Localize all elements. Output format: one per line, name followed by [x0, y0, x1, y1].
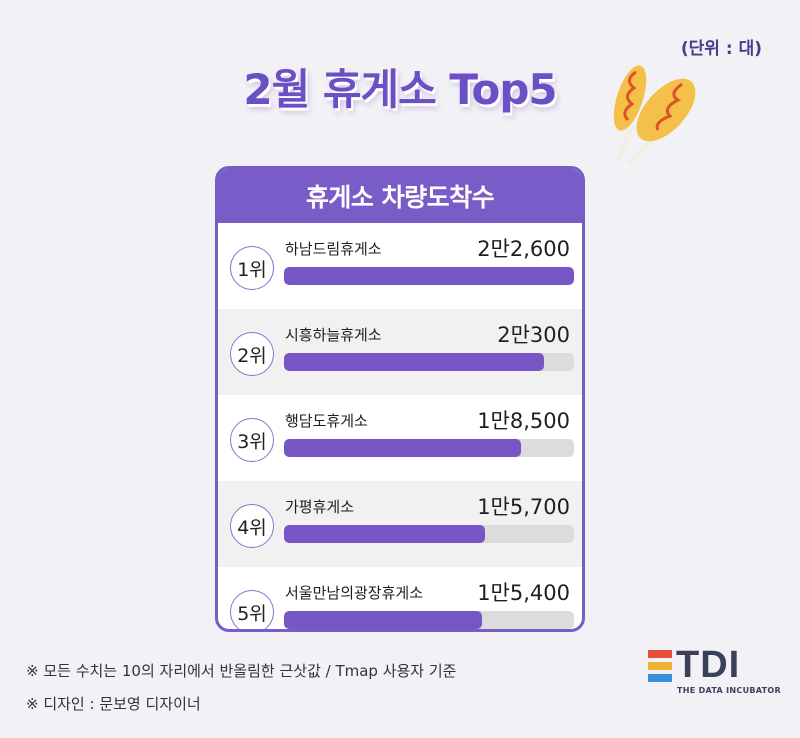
- rest-area-name: 하남드림휴게소: [285, 240, 382, 258]
- ranking-list: 1위 하남드림휴게소 2만2,600 2위 시흥하늘휴게소 2만300 3위 행담도휴게소 1만…: [218, 223, 582, 629]
- rest-area-name: 서울만남의광장휴게소: [285, 584, 424, 602]
- rank-badge: 2위: [230, 332, 274, 376]
- footnote-designer: ※ 디자인 : 문보영 디자이너: [26, 695, 201, 713]
- bar: [284, 267, 574, 285]
- ranking-card: 휴게소 차량도착수 1위 하남드림휴게소 2만2,600 2위 시흥하늘휴게소 2만300…: [215, 166, 585, 632]
- bar-track: [284, 611, 574, 629]
- unit-label: (단위 : 대): [680, 39, 762, 59]
- value-label: 2만300: [497, 323, 570, 347]
- bar-track: [284, 525, 574, 543]
- corn-dog-icon: [613, 65, 696, 165]
- ranking-row: 1위 하남드림휴게소 2만2,600: [218, 223, 582, 309]
- ranking-row: 2위 시흥하늘휴게소 2만300: [218, 309, 582, 395]
- rest-area-name: 가평휴게소: [285, 498, 355, 516]
- page-title: 2월 휴게소 Top5: [243, 65, 557, 114]
- logo-text: TDI: [676, 644, 741, 686]
- card-title: 휴게소 차량도착수: [218, 169, 582, 223]
- ranking-row: 5위 서울만남의광장휴게소 1만5,400: [218, 567, 582, 629]
- logo-subtitle: THE DATA INCUBATOR: [677, 686, 781, 695]
- rank-badge: 3위: [230, 418, 274, 462]
- footnote-rounding: ※ 모든 수치는 10의 자리에서 반올림한 근삿값 / Tmap 사용자 기준: [26, 662, 457, 680]
- bar-track: [284, 353, 574, 371]
- ranking-row: 4위 가평휴게소 1만5,700: [218, 481, 582, 567]
- bar: [284, 353, 545, 371]
- value-label: 1만5,400: [477, 581, 570, 605]
- ranking-row: 3위 행담도휴게소 1만8,500: [218, 395, 582, 481]
- rank-badge: 5위: [230, 590, 274, 629]
- rank-badge: 4위: [230, 504, 274, 548]
- tdi-logo-icon: [648, 650, 672, 682]
- value-label: 1만8,500: [477, 409, 570, 433]
- rest-area-name: 시흥하늘휴게소: [285, 326, 382, 344]
- bar: [284, 439, 522, 457]
- value-label: 2만2,600: [477, 237, 570, 261]
- bar-track: [284, 439, 574, 457]
- value-label: 1만5,700: [477, 495, 570, 519]
- bar-track: [284, 267, 574, 285]
- bar: [284, 525, 486, 543]
- rest-area-name: 행담도휴게소: [285, 412, 368, 430]
- rank-badge: 1위: [230, 246, 274, 290]
- bar: [284, 611, 482, 629]
